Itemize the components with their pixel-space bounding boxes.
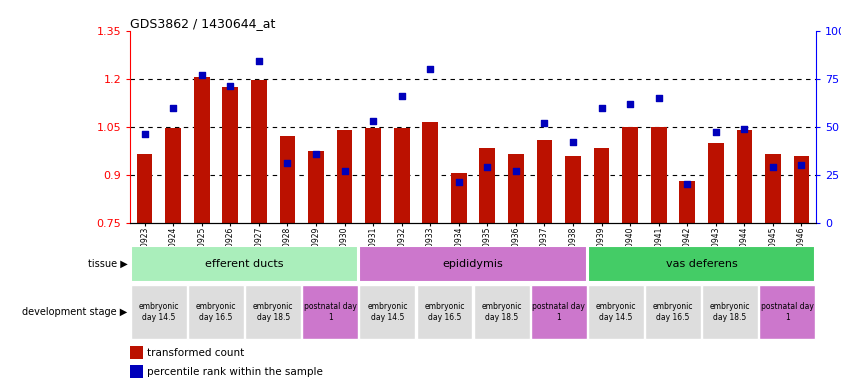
- Bar: [166, 128, 181, 384]
- Point: [424, 66, 437, 72]
- Point: [680, 181, 694, 187]
- Bar: [702, 285, 758, 339]
- Bar: [188, 285, 244, 339]
- Bar: [130, 365, 143, 378]
- Text: percentile rank within the sample: percentile rank within the sample: [147, 367, 324, 377]
- Bar: [765, 154, 780, 384]
- Point: [595, 104, 608, 111]
- Bar: [680, 181, 696, 384]
- Bar: [359, 247, 587, 281]
- Bar: [130, 346, 143, 359]
- Text: embryonic
day 16.5: embryonic day 16.5: [196, 302, 236, 322]
- Bar: [137, 154, 152, 384]
- Bar: [416, 285, 473, 339]
- Text: vas deferens: vas deferens: [666, 259, 738, 269]
- Bar: [651, 127, 667, 384]
- Bar: [246, 285, 301, 339]
- Point: [452, 179, 466, 185]
- Text: embryonic
day 14.5: embryonic day 14.5: [368, 302, 408, 322]
- Point: [623, 101, 637, 107]
- Text: embryonic
day 16.5: embryonic day 16.5: [424, 302, 465, 322]
- Bar: [508, 154, 524, 384]
- Text: development stage ▶: development stage ▶: [23, 307, 128, 317]
- Text: postnatal day
1: postnatal day 1: [532, 302, 585, 322]
- Bar: [708, 143, 723, 384]
- Bar: [131, 247, 358, 281]
- Point: [395, 93, 409, 99]
- Text: embryonic
day 18.5: embryonic day 18.5: [710, 302, 750, 322]
- Text: embryonic
day 14.5: embryonic day 14.5: [595, 302, 636, 322]
- Point: [138, 131, 151, 137]
- Point: [509, 168, 522, 174]
- Bar: [422, 122, 438, 384]
- Point: [224, 83, 237, 89]
- Text: tissue ▶: tissue ▶: [88, 259, 128, 269]
- Bar: [588, 247, 815, 281]
- Point: [338, 168, 352, 174]
- Bar: [759, 285, 815, 339]
- Text: epididymis: epididymis: [442, 259, 504, 269]
- Bar: [622, 127, 638, 384]
- Point: [480, 164, 494, 170]
- Bar: [531, 285, 587, 339]
- Bar: [473, 285, 530, 339]
- Bar: [365, 128, 381, 384]
- Bar: [223, 87, 238, 384]
- Bar: [302, 285, 358, 339]
- Bar: [565, 156, 581, 384]
- Point: [652, 95, 665, 101]
- Bar: [394, 128, 410, 384]
- Bar: [479, 147, 495, 384]
- Bar: [359, 285, 415, 339]
- Bar: [279, 136, 295, 384]
- Text: postnatal day
1: postnatal day 1: [761, 302, 813, 322]
- Text: GDS3862 / 1430644_at: GDS3862 / 1430644_at: [130, 17, 276, 30]
- Point: [537, 120, 551, 126]
- Point: [309, 151, 323, 157]
- Text: efferent ducts: efferent ducts: [205, 259, 284, 269]
- Text: embryonic
day 16.5: embryonic day 16.5: [653, 302, 693, 322]
- Point: [281, 160, 294, 166]
- Bar: [131, 285, 187, 339]
- Point: [167, 104, 180, 111]
- Bar: [451, 173, 467, 384]
- Point: [367, 118, 380, 124]
- Point: [195, 72, 209, 78]
- Point: [738, 126, 751, 132]
- Point: [709, 129, 722, 136]
- Point: [566, 139, 579, 145]
- Bar: [537, 139, 553, 384]
- Text: embryonic
day 18.5: embryonic day 18.5: [253, 302, 294, 322]
- Bar: [194, 77, 209, 384]
- Point: [766, 164, 780, 170]
- Text: transformed count: transformed count: [147, 348, 245, 358]
- Bar: [336, 130, 352, 384]
- Bar: [737, 130, 752, 384]
- Point: [795, 162, 808, 168]
- Bar: [794, 156, 809, 384]
- Bar: [594, 147, 610, 384]
- Bar: [308, 151, 324, 384]
- Text: postnatal day
1: postnatal day 1: [304, 302, 357, 322]
- Bar: [645, 285, 701, 339]
- Bar: [251, 80, 267, 384]
- Point: [252, 58, 266, 65]
- Text: embryonic
day 14.5: embryonic day 14.5: [139, 302, 179, 322]
- Text: embryonic
day 18.5: embryonic day 18.5: [481, 302, 522, 322]
- Bar: [588, 285, 644, 339]
